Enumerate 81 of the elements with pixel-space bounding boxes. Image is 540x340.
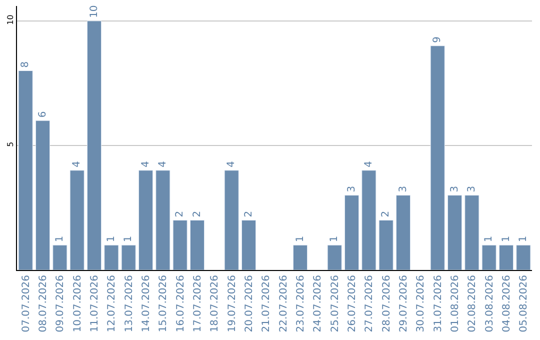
data-label: 1 [329, 236, 340, 242]
x-tick-label: 29.07.2026 [398, 275, 410, 332]
bar [86, 20, 102, 270]
x-tick-label: 16.07.2026 [175, 275, 186, 332]
bar [52, 244, 68, 270]
data-label: 9 [432, 36, 444, 43]
x-tick-label: 25.07.2026 [330, 275, 341, 332]
bar [396, 195, 411, 270]
x-tick-label: 11.07.2026 [90, 275, 100, 332]
y-tick-label: 5 [6, 142, 15, 147]
data-label: 1 [484, 236, 495, 242]
data-label: 3 [398, 186, 409, 192]
x-tick-label: 21.07.2026 [261, 275, 272, 332]
x-tick-label: 10.07.2026 [72, 275, 84, 332]
x-tick-label: 07.07.2026 [20, 275, 32, 332]
bar [464, 195, 480, 270]
bar [190, 220, 205, 270]
data-label: 2 [192, 210, 203, 218]
data-label: 1 [54, 236, 66, 242]
bar [156, 170, 170, 270]
data-label: 3 [346, 186, 358, 192]
data-label: 1 [123, 236, 134, 242]
x-tick-label: 24.07.2026 [312, 275, 324, 332]
x-tick-label: 09.07.2026 [55, 275, 66, 332]
x-tick-label: 30.07.2026 [416, 275, 427, 332]
x-tick-label: 01.08.2026 [450, 275, 461, 332]
x-tick-label: 03.08.2026 [484, 275, 496, 332]
bar [378, 220, 394, 270]
x-tick-label: 27.07.2026 [364, 275, 376, 332]
bar [70, 170, 84, 270]
bar [241, 220, 256, 270]
data-label: 1 [500, 236, 512, 242]
data-label: 3 [466, 186, 478, 192]
bar [430, 46, 445, 270]
data-label: 4 [72, 161, 83, 168]
data-label: 1 [294, 236, 306, 242]
data-label: 2 [380, 210, 392, 218]
x-tick-label: 13.07.2026 [124, 275, 135, 332]
bar [292, 244, 308, 270]
x-tick-label: 12.07.2026 [106, 275, 118, 332]
bar [18, 70, 33, 270]
x-tick-label: 08.07.2026 [38, 275, 49, 332]
x-tick-label: 19.07.2026 [226, 275, 238, 332]
x-tick-label: 26.07.2026 [347, 275, 358, 332]
x-tick-label: 14.07.2026 [141, 275, 152, 332]
bar [447, 195, 462, 270]
x-tick-label: 31.07.2026 [432, 275, 444, 332]
bar [362, 170, 376, 270]
data-label: 3 [449, 186, 460, 192]
bar [35, 120, 50, 270]
bar [498, 244, 514, 270]
x-tick-label: 04.08.2026 [502, 275, 512, 332]
bar [516, 244, 531, 270]
x-tick-label: 23.07.2026 [296, 275, 306, 332]
data-label: 4 [157, 161, 168, 168]
data-label: 1 [518, 236, 529, 242]
x-tick-label: 17.07.2026 [192, 275, 204, 332]
data-label: 1 [106, 236, 117, 242]
x-tick-label: 05.08.2026 [518, 275, 530, 332]
x-tick-label: 28.07.2026 [381, 275, 392, 332]
bar [172, 220, 188, 270]
bar [344, 195, 360, 270]
bar [121, 244, 136, 270]
x-tick-label: 02.08.2026 [467, 275, 478, 332]
data-label: 2 [174, 210, 186, 218]
bar [482, 244, 496, 270]
x-tick-label: 18.07.2026 [210, 275, 221, 332]
x-tick-label: 15.07.2026 [158, 275, 170, 332]
data-label: 4 [226, 161, 238, 168]
x-tick-label: 20.07.2026 [244, 275, 255, 332]
x-tick-label: 22.07.2026 [278, 275, 290, 332]
bar [104, 244, 119, 270]
bar [327, 244, 342, 270]
data-label: 10 [88, 5, 100, 18]
bar [224, 170, 239, 270]
bar [138, 170, 154, 270]
data-label: 6 [37, 111, 48, 118]
data-label: 8 [20, 61, 32, 68]
data-label: 2 [243, 210, 254, 218]
data-label: 4 [363, 161, 374, 168]
data-label: 4 [140, 161, 152, 168]
